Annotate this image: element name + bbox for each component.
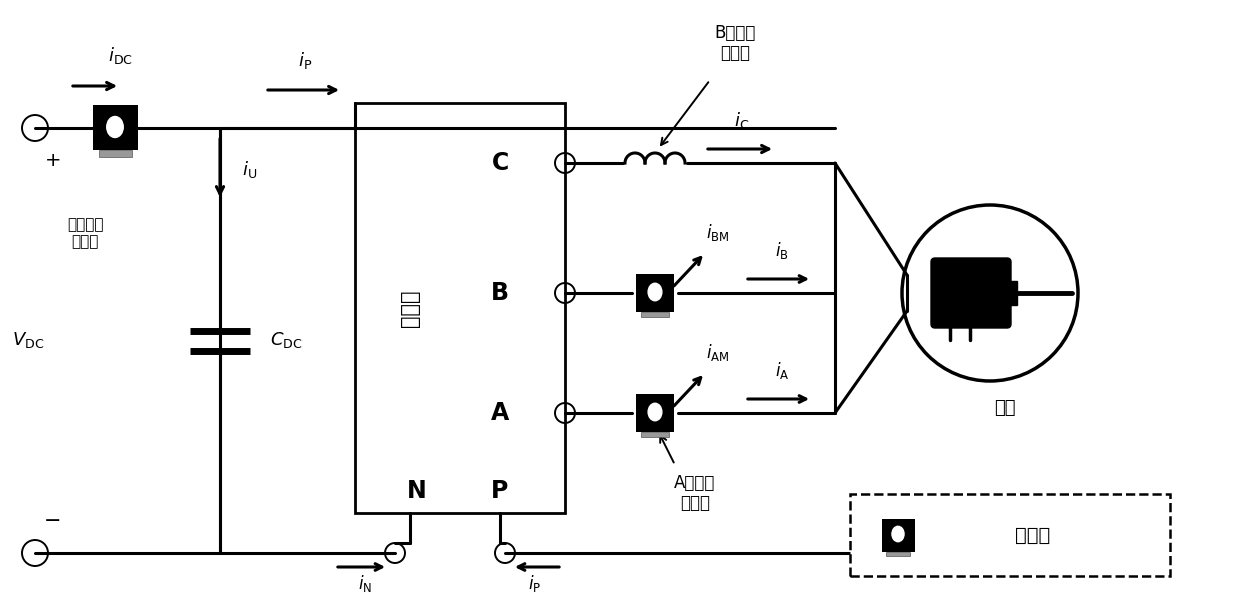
Text: $i_{\mathrm{N}}$: $i_{\mathrm{N}}$ [358, 572, 372, 593]
Text: B相电流
传感器: B相电流 传感器 [714, 23, 755, 62]
Text: $C_{\mathrm{DC}}$: $C_{\mathrm{DC}}$ [270, 331, 303, 350]
Text: P: P [491, 479, 508, 503]
Text: $i_{\mathrm{P}}$: $i_{\mathrm{P}}$ [298, 50, 312, 71]
Text: A相电流
传感器: A相电流 传感器 [675, 474, 715, 512]
Bar [636, 274, 673, 312]
Text: $i_{\mathrm{C}}$: $i_{\mathrm{C}}$ [734, 110, 750, 131]
Bar [641, 432, 668, 437]
Bar [882, 518, 915, 551]
Bar [641, 312, 668, 318]
Text: B: B [491, 281, 508, 305]
Text: $i_{\mathrm{P}}$: $i_{\mathrm{P}}$ [528, 572, 542, 593]
Ellipse shape [649, 283, 662, 301]
Text: +: + [45, 151, 61, 169]
Ellipse shape [892, 526, 904, 542]
Text: −: − [45, 511, 62, 531]
Text: $i_{\mathrm{BM}}$: $i_{\mathrm{BM}}$ [707, 222, 729, 243]
Text: $V_{\mathrm{DC}}$: $V_{\mathrm{DC}}$ [12, 331, 45, 350]
Bar [1004, 281, 1017, 305]
Text: 母线电流
传感器: 母线电流 传感器 [67, 217, 103, 249]
FancyBboxPatch shape [849, 494, 1171, 576]
Ellipse shape [649, 403, 662, 421]
Text: $i_{\mathrm{AM}}$: $i_{\mathrm{AM}}$ [707, 342, 729, 363]
Text: C: C [491, 151, 508, 175]
Bar [885, 551, 910, 556]
Text: A: A [491, 401, 510, 425]
Bar [355, 103, 565, 513]
Bar [93, 105, 138, 151]
Text: $i_{\mathrm{DC}}$: $i_{\mathrm{DC}}$ [108, 45, 133, 66]
Bar [98, 151, 131, 157]
Text: $i_{\mathrm{A}}$: $i_{\mathrm{A}}$ [775, 360, 789, 381]
Text: N: N [407, 479, 427, 503]
Bar [636, 394, 673, 432]
Text: $i_{\mathrm{U}}$: $i_{\mathrm{U}}$ [242, 160, 257, 181]
Ellipse shape [107, 117, 123, 138]
FancyBboxPatch shape [931, 258, 1011, 328]
Text: 逆变器: 逆变器 [401, 289, 420, 327]
Text: 正方向: 正方向 [1016, 526, 1050, 545]
Text: $i_{\mathrm{B}}$: $i_{\mathrm{B}}$ [775, 240, 789, 261]
Text: 电机: 电机 [994, 399, 1016, 417]
